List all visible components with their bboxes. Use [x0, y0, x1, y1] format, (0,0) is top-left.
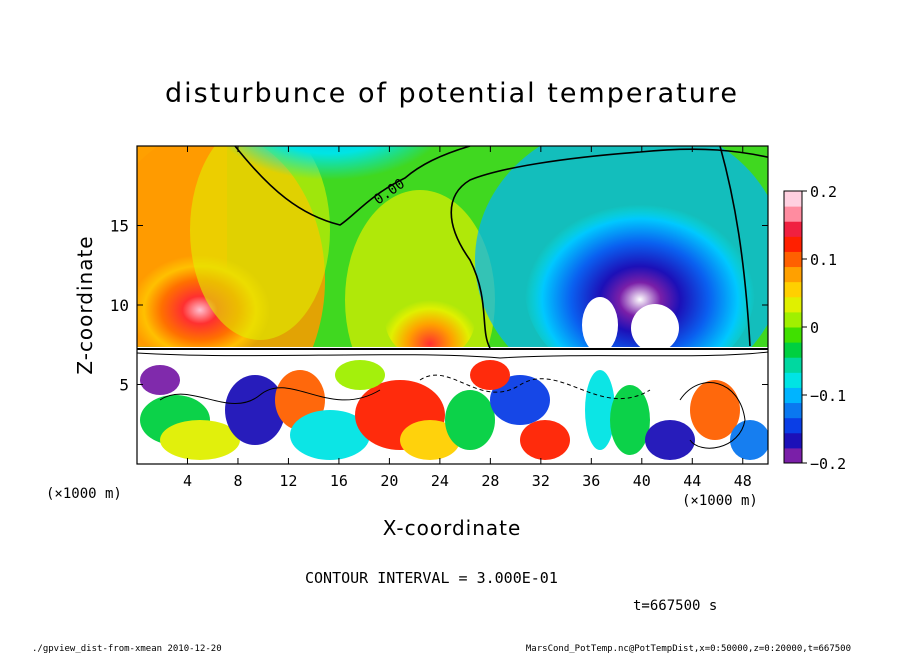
x-tick-label: 16: [330, 472, 348, 490]
x-axis: 4 8 12 16 20 24 28 32 36 40 44 48: [183, 146, 752, 490]
colorbar: [783, 190, 803, 464]
time-text: t=667500 s: [633, 598, 717, 614]
y-tick-label: 10: [110, 296, 129, 315]
colorbar-segment: [784, 236, 802, 252]
colorbar-tick-label: −0.2: [810, 455, 846, 473]
x-tick-label: 48: [734, 472, 752, 490]
y-axis: 5 10 15: [110, 217, 768, 395]
colorbar-segment: [784, 251, 802, 268]
x-tick-label: 28: [481, 472, 499, 490]
x-axis-label: X-coordinate: [383, 516, 522, 540]
x-tick-label: 20: [380, 472, 398, 490]
colorbar-segment: [784, 296, 802, 313]
colorbar-segment: [784, 311, 802, 328]
x-tick-label: 32: [532, 472, 550, 490]
colorbar-tick-label: −0.1: [810, 387, 846, 405]
x-tick-label: 4: [183, 472, 192, 490]
x-tick-label: 12: [279, 472, 297, 490]
colorbar-segment: [784, 372, 802, 388]
contour-interval-text: CONTOUR INTERVAL = 3.000E-01: [305, 569, 558, 587]
colorbar-ticks: 0.2 0.1 0 −0.1 −0.2: [802, 183, 846, 473]
heatmap-field: [137, 146, 768, 464]
footer-right: MarsCond_PotTemp.nc@PotTempDist,x=0:5000…: [526, 644, 851, 654]
colorbar-segment: [784, 342, 802, 358]
x-tick-label: 44: [683, 472, 701, 490]
colorbar-segment: [784, 191, 802, 207]
colorbar-segment: [784, 432, 802, 449]
colorbar-segment: [784, 327, 802, 343]
colorbar-segment: [784, 447, 802, 464]
colorbar-segment: [784, 402, 802, 419]
colorbar-segment: [784, 281, 802, 298]
x-unit-left: (×1000 m): [46, 486, 122, 502]
x-tick-label: 36: [582, 472, 600, 490]
x-tick-label: 8: [233, 472, 242, 490]
colorbar-segment: [784, 387, 802, 404]
x-tick-label: 24: [431, 472, 449, 490]
colorbar-segment: [784, 206, 802, 222]
y-axis-label: Z-coordinate: [73, 235, 97, 374]
x-tick-label: 40: [633, 472, 651, 490]
footer-left: ./gpview_dist-from-xmean 2010-12-20: [32, 644, 222, 654]
colorbar-tick-label: 0: [810, 319, 819, 337]
y-tick-label: 15: [110, 217, 129, 236]
colorbar-segment: [784, 221, 802, 237]
colorbar-segment: [784, 357, 802, 373]
chart-title: disturbunce of potential temperature: [165, 78, 739, 109]
x-unit-right: (×1000 m): [682, 493, 758, 509]
colorbar-tick-label: 0.1: [810, 251, 837, 269]
colorbar-tick-label: 0.2: [810, 183, 837, 201]
y-tick-label: 5: [119, 376, 129, 395]
colorbar-segment: [784, 417, 802, 434]
colorbar-segment: [784, 266, 802, 283]
